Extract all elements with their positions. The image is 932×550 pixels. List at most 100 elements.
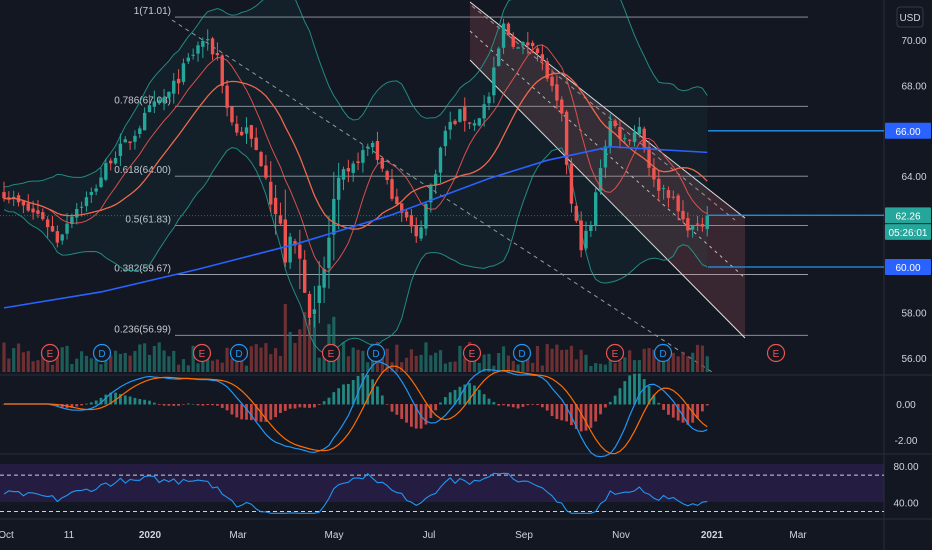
volume-bar (143, 343, 147, 372)
candle-body (123, 139, 127, 143)
macd-histogram-bar (642, 379, 646, 405)
candle-body (312, 309, 317, 315)
macd-histogram-bar (424, 404, 428, 425)
macd-histogram-bar (123, 395, 127, 405)
volume-bar (686, 356, 690, 372)
candle-body (627, 139, 632, 141)
candle-body (390, 179, 394, 199)
volume-bar (303, 312, 307, 372)
currency-button[interactable]: USD (896, 6, 924, 28)
earnings-marker[interactable]: E (321, 343, 341, 363)
candle-body (598, 168, 603, 192)
macd-histogram-bar (75, 404, 79, 407)
macd-histogram-bar (94, 400, 98, 405)
candle-body (283, 219, 287, 263)
candle-body (385, 171, 389, 181)
rsi-line (3, 472, 708, 514)
macd-histogram-bar (594, 404, 598, 422)
earnings-marker[interactable]: E (40, 343, 60, 363)
macd-histogram-bar (540, 404, 544, 408)
macd-histogram-bar (448, 392, 452, 405)
volume-bar (506, 355, 510, 372)
candle-body (545, 61, 549, 79)
macd-histogram-bar (60, 404, 64, 409)
macd-histogram-bar (390, 404, 394, 412)
candle-body (322, 269, 326, 288)
macd-histogram-bar (516, 404, 520, 409)
volume-bar (41, 355, 45, 372)
earnings-marker[interactable]: E (462, 343, 482, 363)
macd-histogram-bar (696, 404, 699, 419)
macd-histogram-bar (400, 404, 404, 419)
candle-body (482, 104, 486, 119)
candle-body (70, 216, 74, 225)
dividend-marker[interactable]: D (512, 343, 532, 363)
macd-histogram-bar (511, 404, 515, 408)
candle-body (244, 127, 249, 134)
macd-histogram-bar (322, 401, 326, 405)
dividend-icon (366, 343, 386, 363)
candle-body (613, 120, 617, 127)
price-tag-label: 62.26 (895, 212, 920, 223)
channel-mid-line[interactable] (469, 30, 746, 279)
volume-bar (662, 361, 666, 372)
dividend-marker[interactable]: D (92, 343, 112, 363)
candle-body (152, 101, 157, 107)
candle-body (239, 131, 244, 136)
fib-level-label: 1(71.01) (134, 6, 171, 17)
macd-histogram-bar (269, 404, 273, 420)
macd-histogram-bar (201, 404, 205, 406)
volume-bar (259, 347, 263, 372)
volume-bar (560, 349, 564, 372)
volume-bar (249, 346, 253, 372)
candle-body (589, 225, 593, 232)
dividend-marker[interactable]: D (229, 343, 249, 363)
candle-body (429, 185, 433, 203)
earnings-marker[interactable]: E (766, 343, 786, 363)
macd-histogram-bar (463, 384, 467, 405)
macd-histogram-bar (453, 389, 457, 405)
candle-body (60, 234, 64, 241)
macd-histogram-bar (676, 404, 680, 421)
volume-bar (492, 365, 496, 372)
candle-body (564, 111, 569, 165)
volume-bar (380, 351, 384, 372)
bollinger-lower (3, 147, 708, 354)
candle-body (560, 99, 564, 114)
volume-bar (201, 360, 205, 372)
earnings-marker[interactable]: E (192, 343, 212, 363)
fib-trend-line[interactable] (471, 5, 736, 221)
price-tag (885, 122, 931, 139)
volume-bar (65, 345, 69, 372)
candle-body (652, 167, 656, 180)
candle-body (65, 223, 69, 234)
macd-histogram-bar (346, 383, 350, 405)
dividend-marker[interactable]: D (653, 343, 673, 363)
candle-body (657, 178, 661, 191)
candle-body (196, 45, 200, 54)
price-axis-tick: 68.00 (901, 81, 926, 92)
macd-histogram-bar (521, 404, 525, 407)
macd-histogram-bar (376, 386, 379, 405)
channel-upper-line[interactable] (469, 1, 746, 219)
earnings-icon (766, 343, 786, 363)
volume-bar (264, 343, 268, 372)
time-axis-tick: May (325, 530, 344, 541)
candle-body (555, 84, 559, 101)
candle-body (370, 142, 375, 148)
volume-bar (36, 360, 40, 372)
earnings-marker[interactable]: E (605, 343, 625, 363)
volume-bar (293, 342, 297, 372)
dividend-marker[interactable]: D (366, 343, 386, 363)
fib-level-label: 0.5(61.83) (125, 214, 171, 225)
candle-body (700, 224, 705, 227)
macd-histogram-bar (691, 404, 695, 423)
volume-bar (705, 356, 709, 372)
channel-lower-line[interactable] (469, 59, 746, 339)
rsi-band-fill (0, 464, 884, 502)
candle-body (395, 196, 399, 205)
volume-bar (157, 342, 161, 372)
candle-body (230, 106, 234, 123)
